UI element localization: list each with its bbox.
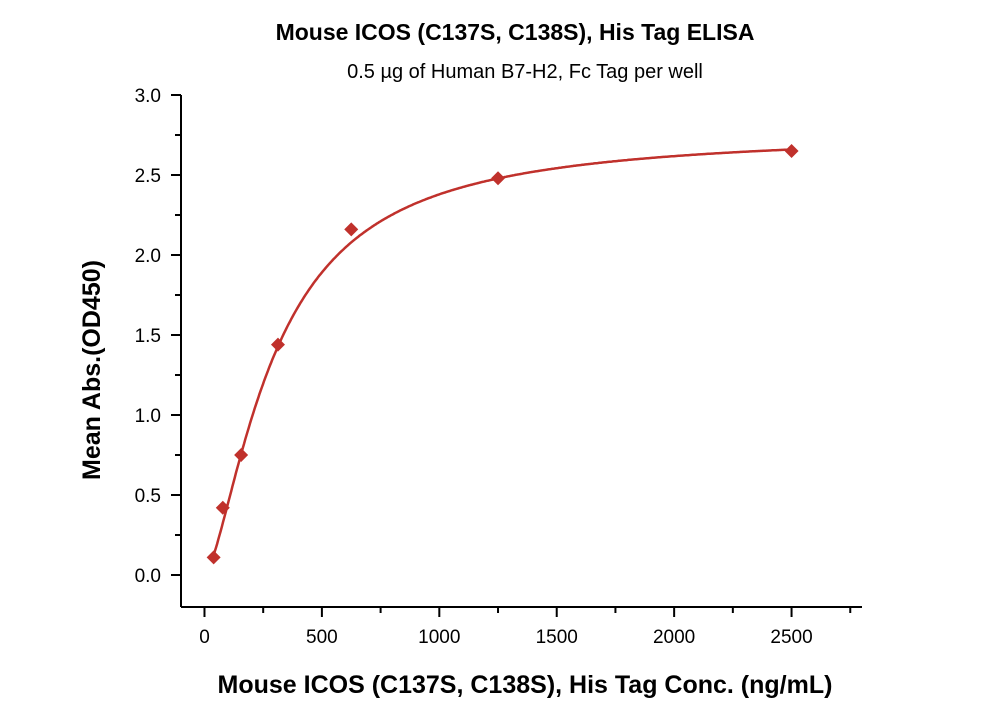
y-tick-label: 2.5 <box>135 166 161 187</box>
y-tick-label: 1.5 <box>135 326 161 347</box>
y-tick-label: 0.5 <box>135 486 161 507</box>
data-point-diamond <box>784 144 799 158</box>
data-points <box>206 144 799 565</box>
data-point-diamond <box>215 500 230 515</box>
fit-curve-group <box>212 148 792 556</box>
data-point-diamond <box>491 171 506 186</box>
x-tick-label: 1000 <box>418 627 460 648</box>
data-point-diamond <box>206 550 221 565</box>
chart-subtitle: 0.5 µg of Human B7-H2, Fc Tag per well <box>347 61 703 83</box>
x-tick-label: 1500 <box>536 627 578 648</box>
y-tick-label: 2.0 <box>135 246 161 267</box>
data-point-diamond <box>234 448 249 462</box>
x-tick-label: 500 <box>306 627 338 648</box>
axes: 0 500 1000 1500 2000 2500 0.0 0.5 1.0 1.5 2.0 2.5 3.… <box>135 86 862 648</box>
x-axis-label: Mouse ICOS (C137S, C138S), His Tag Conc.… <box>218 671 833 699</box>
x-tick-label: 2000 <box>653 627 695 648</box>
chart-title: Mouse ICOS (C137S, C138S), His Tag ELISA <box>276 19 755 45</box>
y-tick-label: 0.0 <box>135 566 161 587</box>
y-axis-label: Mean Abs.(OD450) <box>78 260 106 480</box>
y-tick-label: 3.0 <box>135 86 161 107</box>
fit-curve <box>212 148 792 556</box>
data-point-diamond <box>344 222 359 237</box>
y-tick-label: 1.0 <box>135 406 161 427</box>
x-tick-label: 2500 <box>770 627 812 648</box>
x-tick-label: 0 <box>199 627 210 648</box>
data-point-diamond <box>270 337 285 352</box>
